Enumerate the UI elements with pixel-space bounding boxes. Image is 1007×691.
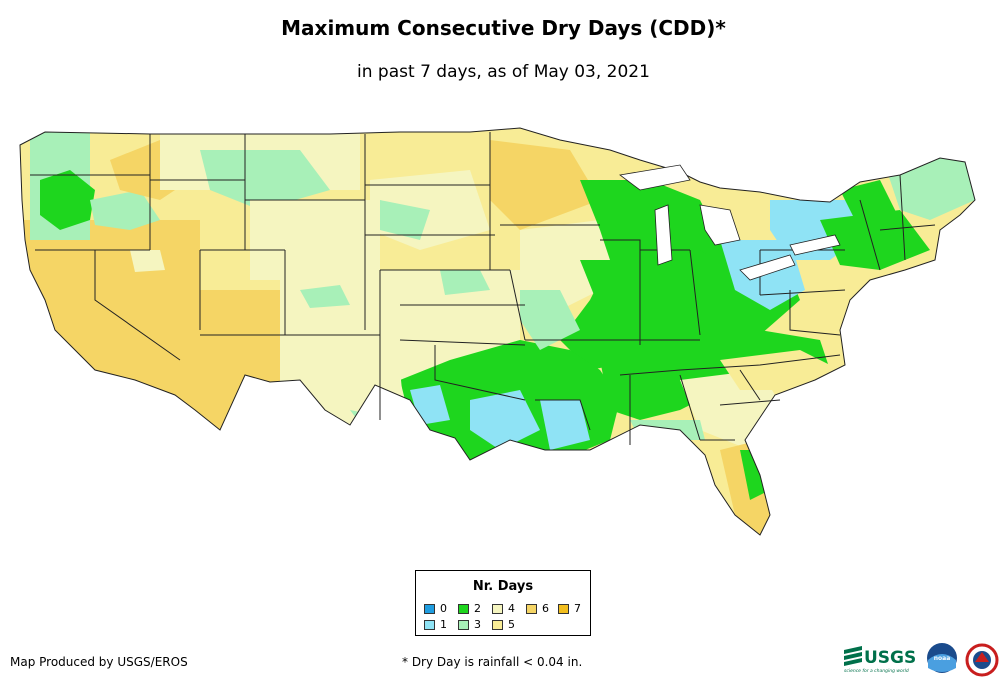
- great-lakes: [619, 164, 841, 281]
- legend-swatch-7: [558, 603, 569, 614]
- legend-label-3: 3: [474, 618, 481, 631]
- legend: Nr. Days 0 1 2 3 4 5 6 7: [415, 570, 591, 636]
- legend-swatch-3: [458, 619, 469, 630]
- legend-label-2: 2: [474, 602, 481, 615]
- legend-swatch-0: [424, 603, 435, 614]
- legend-item-1: 1: [424, 618, 447, 631]
- legend-swatch-6: [526, 603, 537, 614]
- legend-label-0: 0: [440, 602, 447, 615]
- legend-label-6: 6: [542, 602, 549, 615]
- legend-item-4: 4: [492, 602, 515, 615]
- legend-label-5: 5: [508, 618, 515, 631]
- dry-day-footnote: * Dry Day is rainfall < 0.04 in.: [402, 655, 583, 669]
- usgs-tagline: science for a changing world: [844, 668, 909, 674]
- legend-item-7: 7: [558, 602, 581, 615]
- legend-swatch-4: [492, 603, 503, 614]
- agency-logos: USGS science for a changing world noaa: [842, 638, 1002, 678]
- noaa-logo-text: noaa: [934, 655, 951, 662]
- legend-title: Nr. Days: [472, 579, 534, 594]
- legend-label-1: 1: [440, 618, 447, 631]
- usgs-logo: USGS science for a changing world: [844, 646, 916, 674]
- legend-label-7: 7: [574, 602, 581, 615]
- legend-item-6: 6: [526, 602, 549, 615]
- logo-strip: USGS science for a changing world noaa: [844, 643, 999, 677]
- map-title: Maximum Consecutive Dry Days (CDD)*: [281, 16, 726, 40]
- legend-item-0: 0: [424, 602, 447, 615]
- map-credit: Map Produced by USGS/EROS: [10, 655, 188, 669]
- us-map: [0, 120, 1007, 550]
- legend-item-5: 5: [492, 618, 515, 631]
- legend-swatch-2: [458, 603, 469, 614]
- legend-label-4: 4: [508, 602, 515, 615]
- legend-item-2: 2: [458, 602, 481, 615]
- legend-swatch-5: [492, 619, 503, 630]
- us-map-canvas: [19, 127, 976, 536]
- map-subtitle: in past 7 days, as of May 03, 2021: [357, 62, 650, 82]
- legend-swatch-1: [424, 619, 435, 630]
- noaa-logo: noaa: [927, 643, 957, 673]
- nws-logo: [965, 643, 999, 677]
- usgs-logo-text: USGS: [864, 648, 916, 668]
- legend-item-3: 3: [458, 618, 481, 631]
